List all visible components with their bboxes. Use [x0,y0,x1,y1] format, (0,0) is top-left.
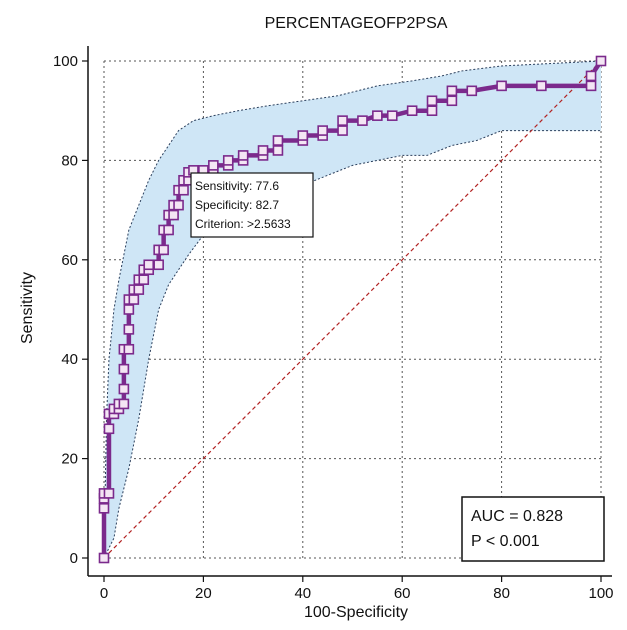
annotation-sensitivity: Sensitivity: 77.6 [195,179,279,193]
roc-point-1 [98,502,110,514]
roc-point-58 [337,115,348,126]
stats-box-frame [461,496,605,562]
y-axis-label: Sensitivity [19,272,36,344]
y-tick-label-3: 60 [61,252,78,269]
roc-point-57 [337,125,348,136]
y-tick-label-5: 100 [53,53,78,70]
roc-point-23 [138,274,150,285]
reference-line-layer [103,60,602,559]
annotation-specificity: Specificity: 82.7 [195,198,279,212]
roc-point-61 [386,110,398,121]
roc-point-33 [168,209,179,221]
roc-point-21 [133,284,145,295]
roc-point-59 [357,115,368,126]
criterion-annotation: Sensitivity: 77.6 Specificity: 82.7 Crit… [190,172,314,238]
roc-point-54 [297,130,309,141]
roc-point-12 [118,383,130,395]
y-tick-label-1: 20 [61,451,78,468]
x-tick-label-1: 20 [195,585,212,602]
roc-point-62 [406,105,418,116]
roc-point-29 [158,244,169,256]
roc-point-31 [163,224,174,236]
roc-point-65 [446,95,458,107]
roc-point-70 [585,80,597,92]
roc-point-48 [237,150,249,161]
annotation-box [190,172,314,238]
roc-point-67 [466,85,478,97]
roc-point-64 [426,95,438,107]
roc-point-11 [118,398,130,410]
x-tick-label-3: 60 [394,585,411,602]
roc-point-17 [123,304,135,315]
roc-marker-layer [98,55,607,564]
p-value: P < 0.001 [471,533,540,550]
stats-box: AUC = 0.828 P < 0.001 [461,496,605,562]
roc-point-35 [173,199,184,211]
roc-point-16 [123,324,135,335]
x-tick-label-0: 0 [100,585,108,602]
roc-point-46 [222,155,234,166]
x-tick-label-5: 100 [588,585,613,602]
x-tick-label-2: 40 [294,585,311,602]
auc-value: AUC = 0.828 [471,508,563,525]
y-tick-label-0: 0 [70,550,78,567]
roc-point-26 [143,259,155,271]
reference-diagonal [103,60,602,559]
roc-point-68 [496,80,507,92]
roc-point-71 [585,70,597,82]
roc-point-69 [536,80,547,92]
roc-point-5 [103,423,115,435]
x-axis-label: 100-Specificity [304,604,408,621]
axis-layer: 0 20 40 60 80 100 0 20 40 60 80 100 [53,46,614,602]
roc-point-63 [426,105,438,116]
roc-point-13 [118,363,130,375]
roc-point-15 [123,343,135,355]
y-tick-label-2: 40 [61,351,78,368]
roc-point-51 [272,145,284,156]
roc-point-44 [208,160,219,171]
annotation-criterion: Criterion: >2.5633 [195,217,291,231]
x-tick-label-4: 80 [493,585,510,602]
roc-point-72 [595,55,607,67]
y-tick-label-4: 80 [61,152,78,169]
roc-point-66 [446,85,458,97]
roc-point-27 [153,259,164,271]
roc-point-4 [103,488,115,499]
roc-point-19 [128,294,140,305]
roc-point-52 [272,135,284,146]
roc-point-56 [317,125,328,136]
roc-point-50 [257,145,269,156]
chart-title: PERCENTAGEOFP2PSA [265,15,448,32]
roc-point-0 [98,552,110,564]
roc-point-37 [178,184,189,196]
confidence-band-lower [103,130,601,559]
roc-point-60 [372,110,383,121]
